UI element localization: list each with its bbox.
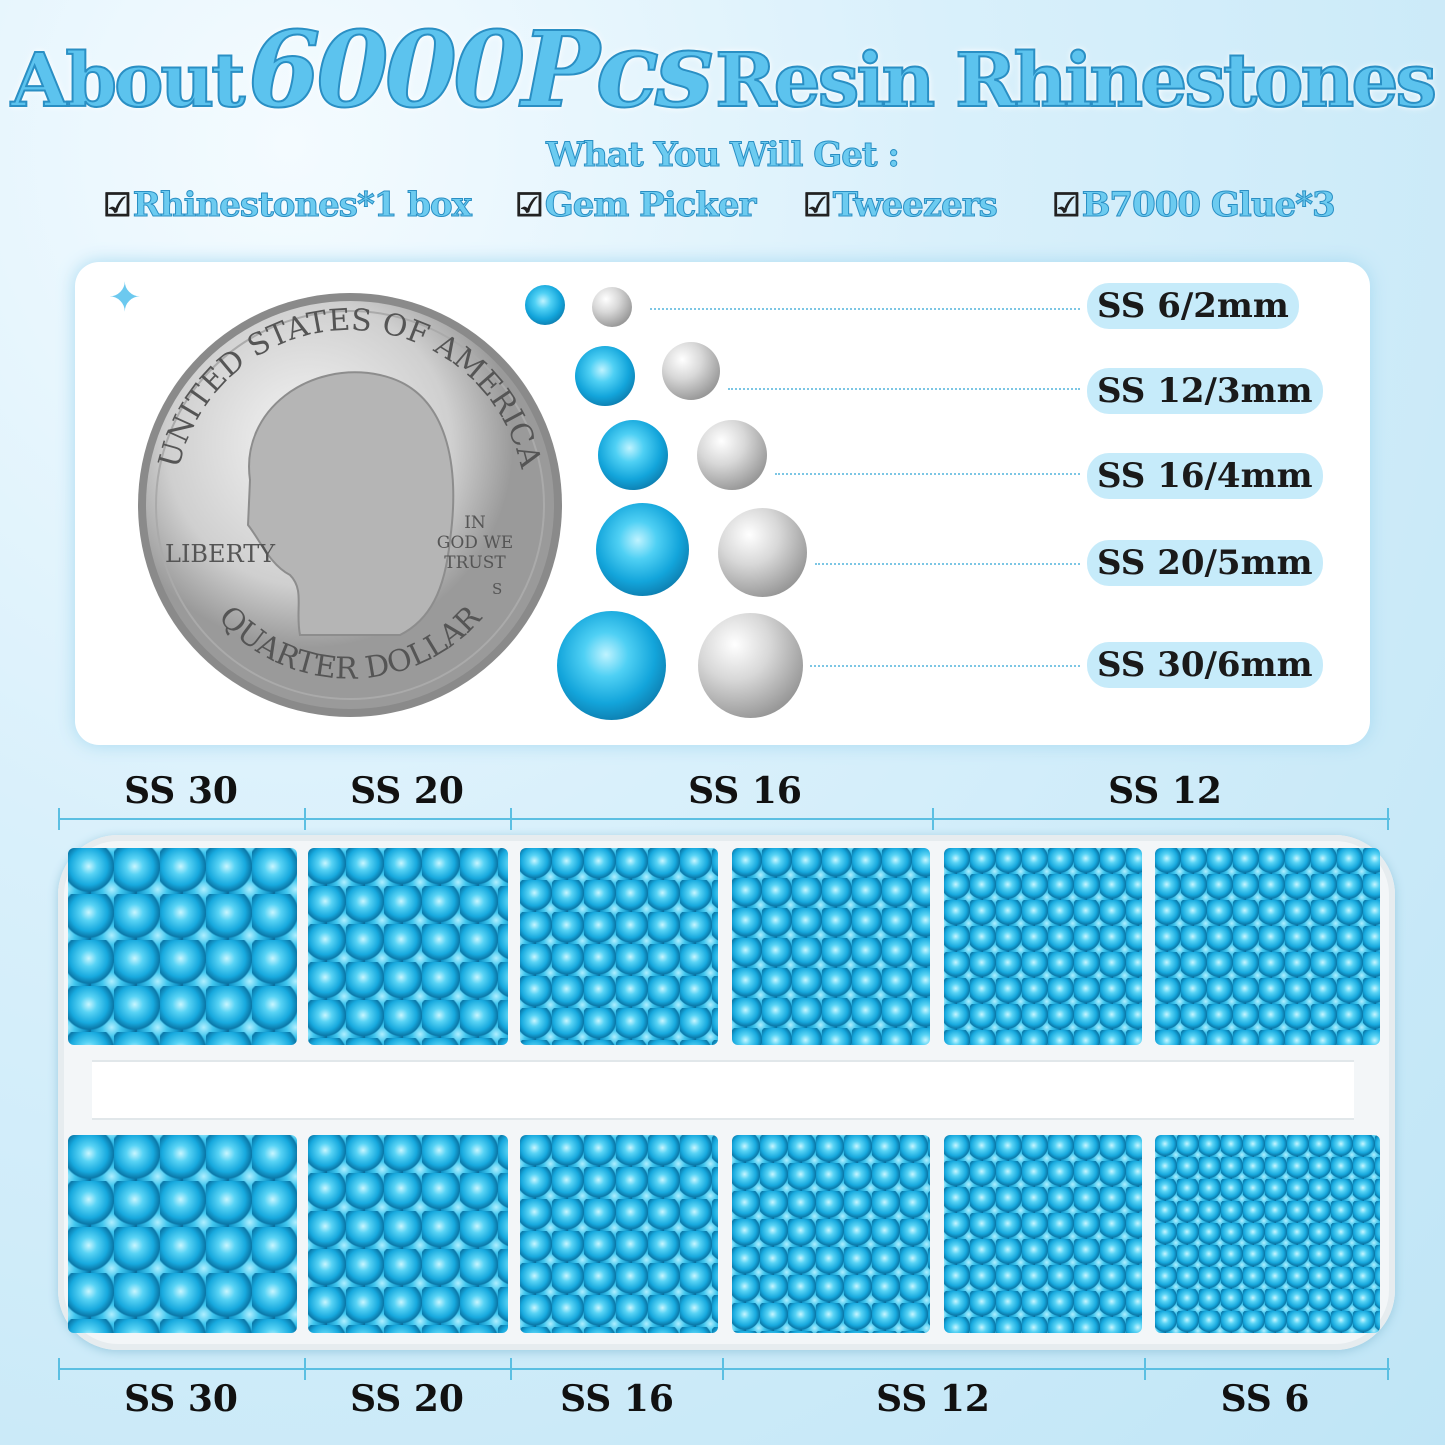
silver-back-ss16 [697,420,767,490]
title-prefix: About [10,37,246,125]
tray-compartment [308,848,508,1045]
package-item-label: Gem Picker [544,185,757,226]
bracket-tick [304,1358,306,1380]
bracket-tick [722,1358,724,1380]
bracket-tick [510,808,512,830]
dotted-line [815,563,1080,565]
title: About 6000Pcs Resin Rhinestones [0,17,1445,128]
bracket-tick [1387,1358,1389,1380]
size-label: SS 20/5mm [1087,540,1323,586]
tray-compartment [308,1135,508,1333]
package-item: ☑Gem Picker [515,183,757,227]
package-item-label: Rhinestones*1 box [132,185,472,226]
bracket-tick [58,1358,60,1380]
tray-label: SS 20 [350,1378,464,1420]
dotted-line [650,308,1080,310]
tray-compartment [732,848,930,1045]
gem-ss20 [596,503,689,596]
bracket-tick [1387,808,1389,830]
gem-ss12 [575,346,635,406]
svg-text:S: S [492,580,502,598]
tray-compartment [68,848,297,1045]
tray-compartment [1155,848,1380,1045]
package-item: ☑Rhinestones*1 box [103,183,472,227]
tray-label: SS 30 [124,1378,238,1420]
package-item-label: Tweezers [832,185,998,226]
svg-text:LIBERTY: LIBERTY [165,540,276,568]
tray-compartment [520,848,718,1045]
dotted-line [775,473,1080,475]
svg-text:TRUST: TRUST [444,553,506,573]
checkbox-checked-icon: ☑ [1052,186,1081,224]
size-label: SS 12/3mm [1087,368,1323,414]
bracket-line [58,818,1390,820]
tray-label: SS 20 [350,770,464,812]
tray-label: SS 12 [876,1378,990,1420]
dotted-line [728,388,1080,390]
bracket-tick [58,808,60,830]
tray-compartment [1155,1135,1380,1333]
bracket-tick [1144,1358,1146,1380]
size-label: SS 16/4mm [1087,453,1323,499]
svg-text:IN: IN [464,513,486,533]
tray-compartment [944,848,1142,1045]
silver-back-ss12 [662,342,720,400]
checkbox-checked-icon: ☑ [103,186,132,224]
bracket-line [58,1368,1390,1370]
dotted-line [810,665,1080,667]
gem-ss16 [598,420,668,490]
tray-compartment [732,1135,930,1333]
svg-text:GOD WE: GOD WE [437,533,513,553]
tray-divider [92,1060,1354,1120]
silver-back-ss30 [698,613,803,718]
sparkle-icon: ✦ [108,275,142,321]
package-item-label: B7000 Glue*3 [1081,185,1336,226]
size-label: SS 6/2mm [1087,283,1299,329]
tray-compartment [520,1135,718,1333]
tray-label: SS 16 [560,1378,674,1420]
checkbox-checked-icon: ☑ [515,186,544,224]
size-label: SS 30/6mm [1087,642,1323,688]
tray-label: SS 30 [124,770,238,812]
subtitle: What You Will Get : [546,135,901,176]
quarter-coin-image: UNITED STATES OF AMERICA QUARTER DOLLAR … [138,293,562,717]
tray-label: SS 6 [1220,1378,1310,1420]
title-count: 6000Pcs [247,8,715,131]
bracket-tick [932,808,934,830]
tray-compartment [68,1135,297,1333]
title-suffix: Resin Rhinestones [714,37,1438,125]
checkbox-checked-icon: ☑ [803,186,832,224]
tray-label: SS 16 [688,770,802,812]
package-item: ☑Tweezers [803,183,998,227]
bracket-tick [304,808,306,830]
gem-ss6 [525,285,565,325]
tray-compartment [944,1135,1142,1333]
tray-label: SS 12 [1108,770,1222,812]
package-item: ☑B7000 Glue*3 [1052,183,1336,227]
silver-back-ss6 [592,287,632,327]
gem-ss30 [557,611,666,720]
silver-back-ss20 [718,508,807,597]
bracket-tick [510,1358,512,1380]
